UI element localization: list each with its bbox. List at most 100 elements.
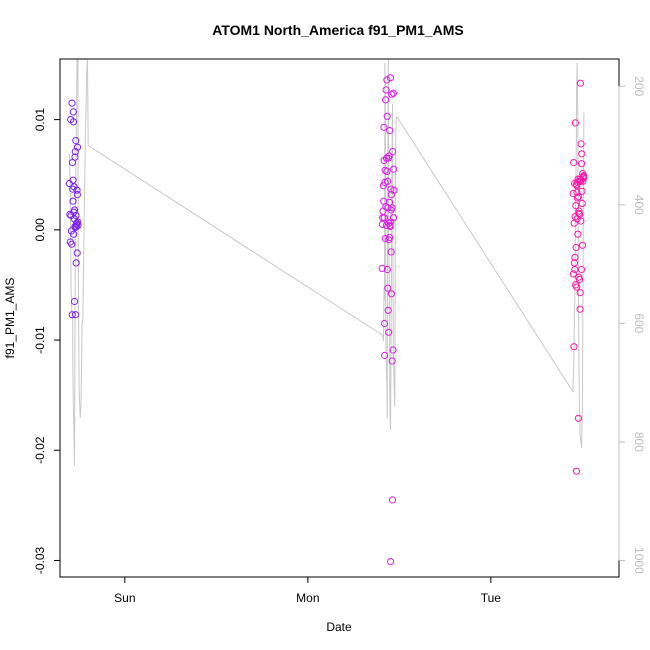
data-point: [574, 414, 583, 422]
data-point: [385, 328, 393, 336]
data-point: [576, 210, 584, 218]
data-point: [575, 193, 583, 201]
data-point: [382, 96, 390, 104]
data-point: [71, 148, 79, 156]
data-point: [380, 319, 389, 328]
data-point: [388, 357, 396, 365]
data-point: [386, 127, 394, 135]
x-tick-label: Sun: [114, 591, 135, 605]
data-point: [384, 284, 392, 292]
data-point: [573, 194, 582, 202]
data-point: [387, 248, 395, 256]
data-point: [384, 177, 392, 185]
data-point: [72, 137, 80, 145]
data-point: [575, 209, 583, 217]
data-point: [571, 179, 579, 188]
data-point: [569, 270, 578, 278]
data-point: [576, 79, 585, 87]
data-point: [386, 74, 394, 82]
data-point: [570, 159, 578, 167]
data-point: [69, 197, 77, 205]
data-point: [383, 167, 391, 175]
data-point: [72, 211, 80, 220]
data-point: [579, 174, 588, 182]
data-point: [382, 86, 390, 94]
data-point: [73, 191, 82, 199]
data-point: [573, 283, 581, 291]
data-point: [387, 185, 395, 193]
y-tick-label: 0.00: [33, 218, 47, 242]
data-point: [389, 346, 397, 354]
data-point: [572, 243, 580, 252]
data-point: [578, 265, 586, 274]
data-point: [575, 275, 584, 283]
data-point: [578, 160, 586, 168]
y2-tick-label: 400: [632, 195, 646, 215]
data-point: [73, 249, 81, 257]
data-point: [385, 152, 393, 160]
data-point: [385, 198, 394, 206]
data-point: [68, 99, 76, 107]
data-point: [576, 305, 584, 313]
data-point: [380, 123, 388, 131]
data-point: [578, 187, 586, 195]
data-point: [68, 311, 76, 319]
data-point: [72, 311, 80, 319]
y2-tick-label: 200: [632, 76, 646, 96]
data-point: [390, 165, 398, 173]
data-point: [571, 119, 580, 127]
data-point: [571, 253, 579, 261]
y-tick-label: 0.01: [33, 108, 47, 132]
data-point: [386, 222, 394, 231]
data-point: [572, 467, 581, 475]
data-point: [70, 230, 78, 238]
data-point: [379, 182, 387, 190]
data-point: [388, 90, 396, 98]
data-point: [72, 259, 80, 267]
data-point: [575, 207, 583, 215]
data-point: [69, 118, 78, 126]
altitude-profile-line: [69, 59, 585, 466]
x-tick-label: Mon: [296, 591, 319, 605]
data-point: [383, 112, 391, 120]
data-point: [380, 156, 388, 164]
y-axis-label: f91_PM1_AMS: [3, 278, 17, 359]
data-point: [69, 176, 77, 184]
data-point: [578, 199, 586, 207]
data-point: [570, 343, 578, 351]
data-point: [387, 558, 395, 566]
data-point: [389, 214, 398, 222]
data-point: [579, 177, 587, 185]
data-point: [389, 89, 397, 97]
data-point: [71, 153, 79, 161]
data-point: [72, 222, 81, 231]
data-point: [73, 186, 81, 194]
chart-title: ATOM1 North_America f91_PM1_AMS: [212, 22, 464, 38]
data-point: [571, 265, 579, 274]
data-point: [569, 189, 577, 198]
axes: -0.03 -0.02 -0.01 0.00 0.01 200 400 600 800 1000 S…: [33, 76, 646, 605]
data-point: [578, 150, 586, 158]
data-point: [573, 188, 581, 196]
data-point: [389, 148, 397, 156]
data-marks: [65, 59, 588, 566]
data-point: [70, 297, 79, 306]
y-tick-label: -0.01: [33, 326, 47, 354]
data-point: [73, 143, 82, 151]
data-point: [577, 217, 585, 225]
data-point: [385, 236, 393, 244]
data-point: [383, 76, 391, 84]
data-point: [577, 140, 585, 148]
x-axis-label: Date: [326, 620, 352, 634]
data-point: [380, 214, 388, 222]
data-point: [381, 351, 389, 360]
x-tick-label: Tue: [481, 591, 502, 605]
data-point: [68, 240, 76, 248]
data-point: [69, 108, 77, 116]
data-point: [74, 221, 82, 229]
data-point: [574, 230, 582, 238]
data-point: [387, 290, 395, 298]
data-point: [390, 186, 398, 194]
